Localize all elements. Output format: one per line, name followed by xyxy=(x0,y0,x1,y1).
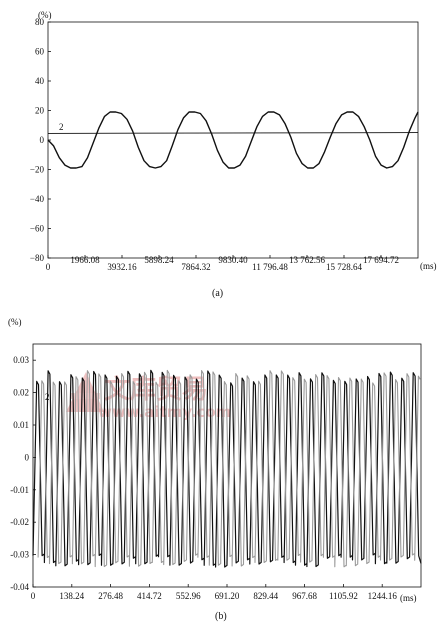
chart-a: (%) 80 60 40 20 0 −20 −40 −60 −80 0 1966.08 3932.1… xyxy=(30,10,437,299)
chart-b-y-tick-label: 0.03 xyxy=(13,355,29,365)
chart-a-y-tick-label: 60 xyxy=(35,47,45,57)
chart-a-y-tick-label: −40 xyxy=(30,194,45,204)
chart-b-x-tick-label: 414.72 xyxy=(137,591,162,601)
chart-a-y-tick-label: 40 xyxy=(35,76,45,86)
chart-a-y-tick-label: −80 xyxy=(30,253,45,263)
chart-a-x-unit: (ms) xyxy=(420,261,437,271)
chart-b-x-tick-label: 1105.92 xyxy=(329,591,358,601)
chart-b-x-tick-label: 138.24 xyxy=(59,591,84,601)
chart-b-y-tick-label: -0.03 xyxy=(10,550,29,560)
chart-b-y-tick-label: 0.02 xyxy=(13,388,29,398)
chart-b-x-tick-label: 1244.16 xyxy=(368,591,398,601)
chart-a-x-tick-label: 5898.24 xyxy=(144,255,174,265)
chart-a-y-ticks: 80 60 40 20 0 −20 −40 −60 −80 xyxy=(30,17,51,263)
chart-b-x-tick-label: 967.68 xyxy=(292,591,317,601)
chart-a-x-tick-label: 7864.32 xyxy=(181,262,210,272)
chart-b-y-tick-label: 0 xyxy=(25,452,30,462)
chart-b-x-tick-label: 0 xyxy=(31,591,36,601)
chart-b: (%) 文库贸易 www.aitmy.com 0.030.020.010-0.0… xyxy=(8,317,422,622)
chart-b-x-tick-label: 691.20 xyxy=(215,591,240,601)
chart-a-x-tick-label: 13 762.56 xyxy=(289,255,326,265)
chart-b-y-tick-label: -0.02 xyxy=(10,517,29,527)
chart-a-x-tick-label: 0 xyxy=(46,262,51,272)
chart-a-series-line-0 xyxy=(47,111,419,169)
chart-a-x-tick-label: 9830.40 xyxy=(218,255,248,265)
chart-b-y-ticks: 0.03 0.02 0.01 0 -0.01 -0.02 -0.03 -0.04 xyxy=(10,355,36,592)
chart-a-x-ticks: 0 1966.08 3932.16 5898.24 7864.32 9830.40 11 7… xyxy=(46,255,399,272)
chart-a-caption: (a) xyxy=(212,288,223,299)
chart-a-series xyxy=(47,111,419,169)
chart-b-x-ticks: 0 138.24 276.48 414.72 552.96 691.20 829.44 967… xyxy=(31,584,398,601)
chart-b-caption: (b) xyxy=(215,611,227,622)
chart-a-y-tick-label: −20 xyxy=(30,165,45,175)
chart-a-y-tick-label: 20 xyxy=(35,106,45,116)
chart-a-x-tick-label: 3932.16 xyxy=(107,262,137,272)
chart-b-series-label-2: 2 xyxy=(45,392,50,402)
chart-b-series-line-1 xyxy=(37,369,421,568)
chart-a-x-tick-label: 15 728.64 xyxy=(326,262,363,272)
chart-a-y-tick-label: 0 xyxy=(40,135,45,145)
chart-b-x-tick-label: 552.96 xyxy=(176,591,201,601)
chart-b-y-tick-label: 0.01 xyxy=(13,420,29,430)
chart-b-y-tick-label: -0.04 xyxy=(10,582,29,592)
chart-a-series-line-1 xyxy=(47,132,419,134)
chart-a-x-tick-label: 1966.08 xyxy=(70,255,100,265)
chart-a-x-tick-label: 17 694.72 xyxy=(363,255,399,265)
chart-b-x-tick-label: 829.44 xyxy=(253,591,278,601)
chart-b-x-tick-label: 276.48 xyxy=(98,591,123,601)
chart-b-x-unit: (ms) xyxy=(400,593,417,603)
chart-a-y-unit: (%) xyxy=(38,10,52,20)
chart-a-x-tick-label: 11 796.48 xyxy=(252,262,288,272)
chart-b-series-line-0 xyxy=(32,369,422,568)
watermark-logo-bar xyxy=(70,393,100,399)
chart-b-y-unit: (%) xyxy=(8,317,22,327)
chart-a-series-label-2: 2 xyxy=(59,122,64,132)
chart-b-series xyxy=(32,369,422,568)
chart-a-y-tick-label: 80 xyxy=(35,17,45,27)
chart-b-y-tick-label: -0.01 xyxy=(10,485,29,495)
chart-a-y-tick-label: −60 xyxy=(30,224,45,234)
chart-a-frame xyxy=(47,21,419,259)
